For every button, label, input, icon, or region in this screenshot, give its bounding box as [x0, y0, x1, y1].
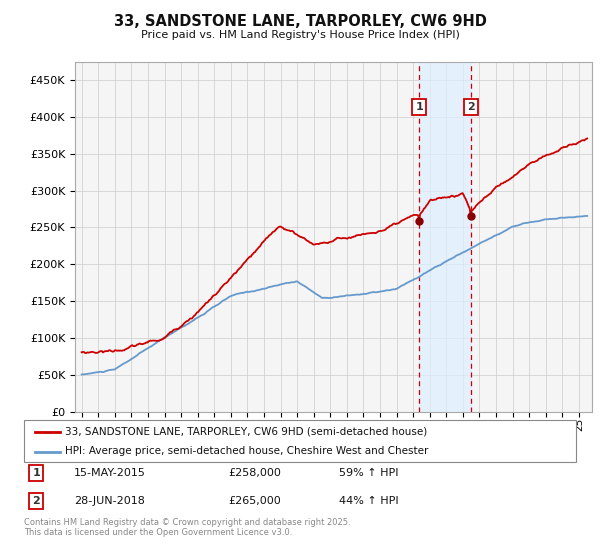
Text: HPI: Average price, semi-detached house, Cheshire West and Chester: HPI: Average price, semi-detached house,…	[65, 446, 429, 456]
Text: 2: 2	[467, 102, 475, 112]
Text: 15-MAY-2015: 15-MAY-2015	[74, 468, 146, 478]
Text: 44% ↑ HPI: 44% ↑ HPI	[338, 496, 398, 506]
Bar	[419, 62, 471, 412]
Text: £265,000: £265,000	[228, 496, 281, 506]
Text: 1: 1	[32, 468, 40, 478]
Text: 28-JUN-2018: 28-JUN-2018	[74, 496, 145, 506]
Text: 33, SANDSTONE LANE, TARPORLEY, CW6 9HD (semi-detached house): 33, SANDSTONE LANE, TARPORLEY, CW6 9HD (…	[65, 427, 428, 437]
Text: 33, SANDSTONE LANE, TARPORLEY, CW6 9HD: 33, SANDSTONE LANE, TARPORLEY, CW6 9HD	[113, 14, 487, 29]
Text: 59% ↑ HPI: 59% ↑ HPI	[338, 468, 398, 478]
Text: Price paid vs. HM Land Registry's House Price Index (HPI): Price paid vs. HM Land Registry's House …	[140, 30, 460, 40]
Text: Contains HM Land Registry data © Crown copyright and database right 2025.
This d: Contains HM Land Registry data © Crown c…	[24, 518, 350, 538]
Text: £258,000: £258,000	[228, 468, 281, 478]
FancyBboxPatch shape	[24, 420, 576, 462]
Text: 1: 1	[415, 102, 423, 112]
Text: 2: 2	[32, 496, 40, 506]
